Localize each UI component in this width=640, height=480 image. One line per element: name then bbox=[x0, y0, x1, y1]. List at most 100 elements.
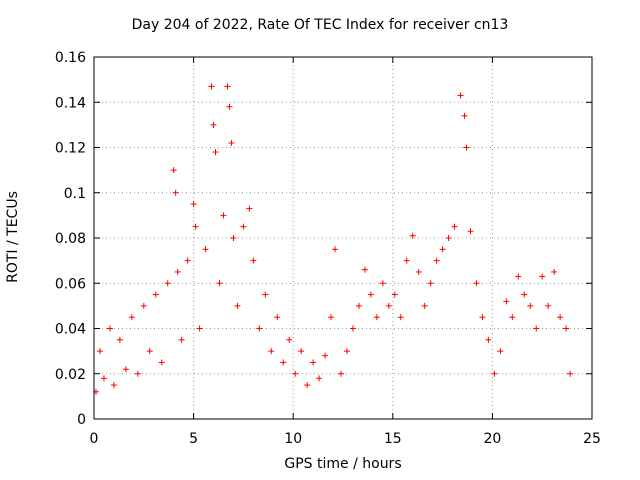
data-point bbox=[451, 223, 458, 230]
data-point bbox=[367, 291, 374, 298]
data-point bbox=[240, 223, 247, 230]
data-point bbox=[361, 266, 368, 273]
data-point bbox=[122, 366, 129, 373]
data-point bbox=[343, 348, 350, 355]
data-point bbox=[539, 273, 546, 280]
data-point bbox=[403, 257, 410, 264]
data-point bbox=[316, 375, 323, 382]
data-point bbox=[521, 291, 528, 298]
data-point bbox=[146, 348, 153, 355]
y-tick-label: 0.04 bbox=[55, 322, 86, 338]
data-point bbox=[439, 246, 446, 253]
data-point bbox=[152, 291, 159, 298]
data-point bbox=[96, 348, 103, 355]
data-point bbox=[100, 375, 107, 382]
data-point bbox=[192, 223, 199, 230]
data-point bbox=[445, 235, 452, 241]
data-point bbox=[184, 257, 191, 264]
data-point bbox=[172, 189, 179, 196]
data-point bbox=[557, 314, 564, 321]
data-point bbox=[262, 291, 269, 298]
data-point bbox=[473, 280, 480, 287]
data-point bbox=[533, 325, 540, 332]
data-point bbox=[226, 103, 233, 110]
data-point bbox=[106, 325, 113, 332]
data-point bbox=[433, 257, 440, 264]
data-point bbox=[427, 280, 434, 287]
data-point bbox=[338, 370, 345, 377]
data-point bbox=[328, 314, 335, 321]
x-tick-label: 15 bbox=[384, 431, 402, 447]
data-point bbox=[409, 232, 416, 239]
data-point bbox=[210, 121, 217, 128]
data-point bbox=[196, 325, 203, 332]
data-point bbox=[461, 112, 468, 119]
data-point bbox=[503, 298, 510, 305]
y-axis-label: ROTI / TECUs bbox=[5, 191, 21, 283]
data-point bbox=[134, 370, 141, 377]
data-point bbox=[373, 314, 380, 321]
data-points bbox=[92, 83, 574, 395]
data-point bbox=[310, 359, 317, 366]
data-point bbox=[457, 92, 464, 99]
data-point bbox=[174, 268, 181, 275]
data-point bbox=[397, 314, 404, 321]
data-point bbox=[391, 291, 398, 298]
data-point bbox=[379, 280, 386, 287]
data-point bbox=[234, 302, 241, 309]
data-point bbox=[224, 83, 231, 90]
y-tick-label: 0.06 bbox=[55, 276, 86, 292]
data-point bbox=[212, 149, 219, 156]
data-point bbox=[246, 205, 253, 212]
axis-ticks: 0 5 10 15 20 25 0 0.02 0.04 0.06 0.08 0.1 0.12 0.14 0.… bbox=[55, 50, 601, 447]
data-point bbox=[551, 268, 558, 275]
y-tick-label: 0.12 bbox=[55, 141, 86, 157]
y-tick-label: 0.1 bbox=[64, 186, 86, 202]
data-point bbox=[322, 352, 329, 359]
data-point bbox=[332, 246, 339, 253]
data-point bbox=[268, 348, 275, 355]
data-point bbox=[228, 139, 235, 146]
data-point bbox=[190, 201, 197, 208]
data-point bbox=[491, 370, 498, 377]
data-point bbox=[304, 382, 311, 389]
y-tick-label: 0.16 bbox=[55, 50, 86, 66]
data-point bbox=[349, 325, 356, 332]
data-point bbox=[467, 228, 474, 235]
x-tick-label: 10 bbox=[284, 431, 302, 447]
data-point bbox=[164, 280, 171, 287]
data-point bbox=[158, 359, 165, 366]
y-tick-label: 0.02 bbox=[55, 367, 86, 383]
data-point bbox=[140, 302, 147, 309]
data-point bbox=[230, 235, 237, 241]
y-tick-label: 0.08 bbox=[55, 231, 86, 247]
data-point bbox=[415, 268, 422, 275]
x-tick-label: 25 bbox=[583, 431, 601, 447]
data-point bbox=[286, 336, 293, 343]
data-point bbox=[567, 370, 574, 377]
data-point bbox=[563, 325, 570, 332]
data-point bbox=[202, 246, 209, 253]
y-tick-label: 0 bbox=[77, 412, 86, 428]
data-point bbox=[250, 257, 257, 264]
data-point bbox=[515, 273, 522, 280]
x-tick-label: 20 bbox=[483, 431, 501, 447]
data-point bbox=[208, 83, 215, 90]
data-point bbox=[421, 302, 428, 309]
data-point bbox=[170, 167, 177, 174]
data-point bbox=[178, 336, 185, 343]
data-point bbox=[509, 314, 516, 321]
data-point bbox=[256, 325, 263, 332]
x-tick-label: 5 bbox=[189, 431, 198, 447]
data-point bbox=[220, 212, 227, 219]
data-point bbox=[110, 382, 117, 389]
data-point bbox=[545, 302, 552, 309]
data-point bbox=[116, 336, 123, 343]
grid-lines bbox=[94, 57, 592, 419]
data-point bbox=[527, 302, 534, 309]
data-point bbox=[280, 359, 287, 366]
data-point bbox=[463, 144, 470, 151]
x-axis-label: GPS time / hours bbox=[284, 456, 402, 472]
data-point bbox=[355, 302, 362, 309]
